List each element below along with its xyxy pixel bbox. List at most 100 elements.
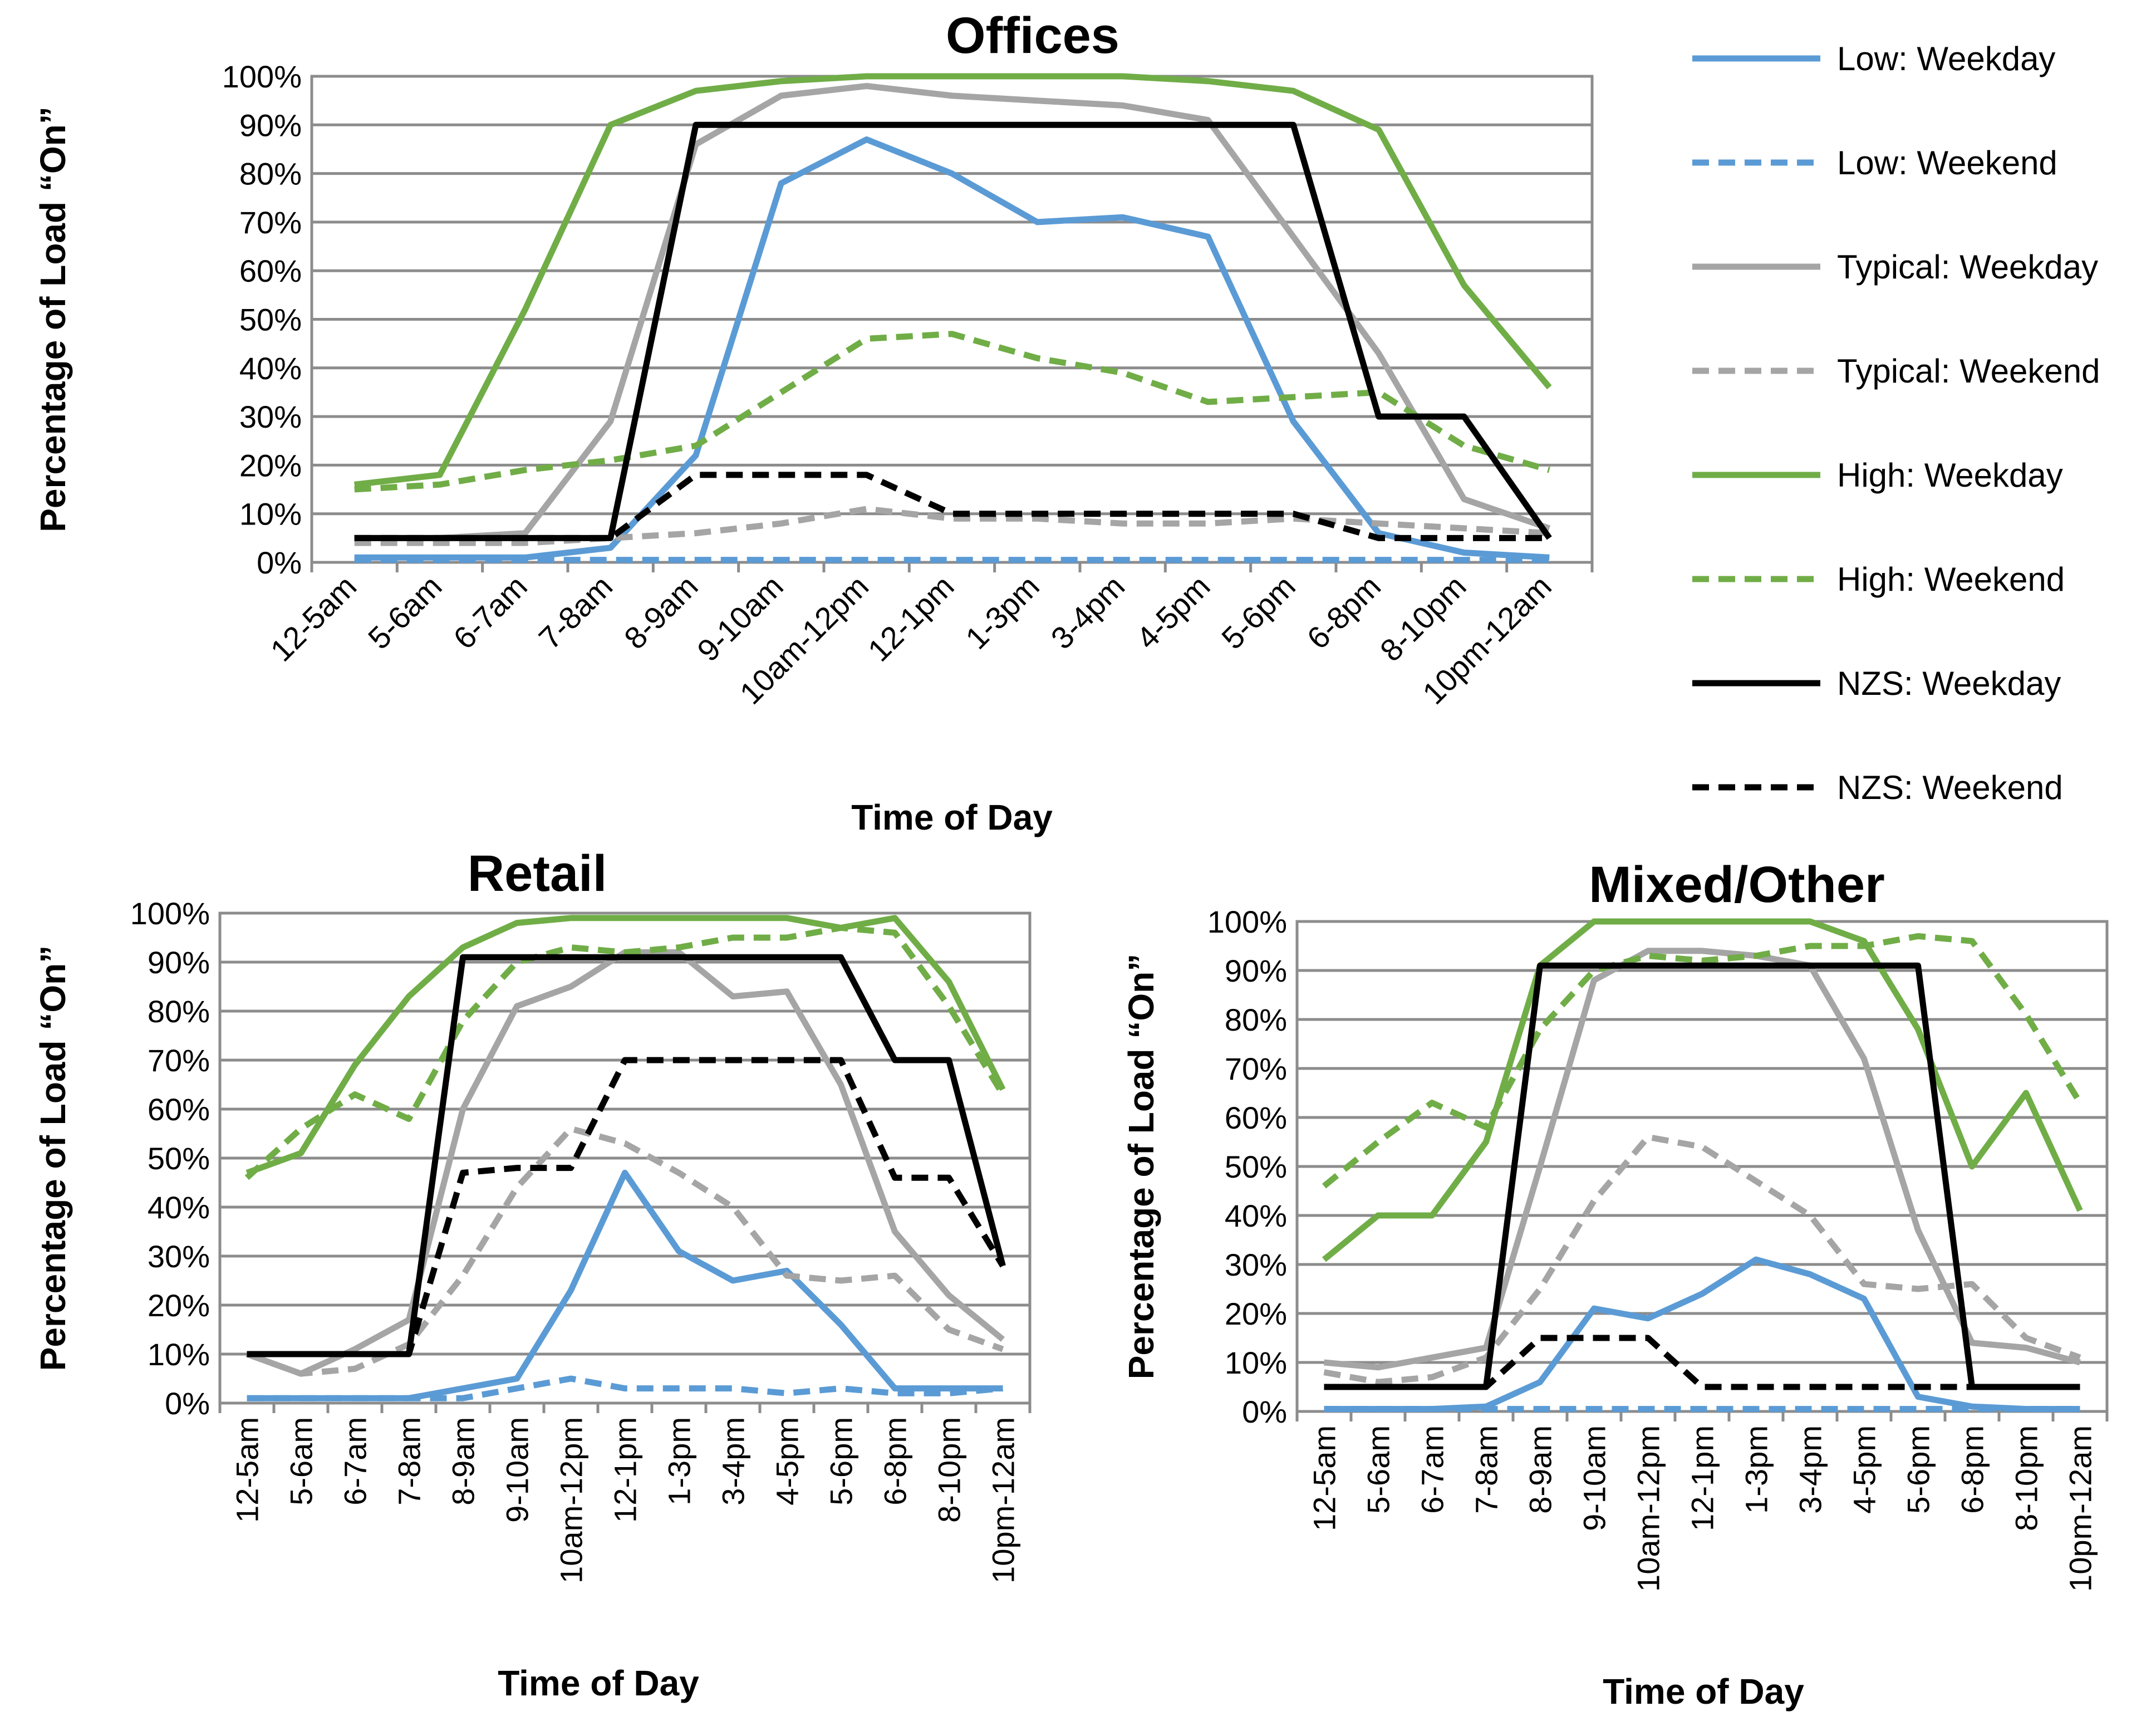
legend-item-high-weekend: High: Weekend (1692, 561, 2065, 598)
x-tick-label: 7-8am (1469, 1425, 1504, 1514)
legend-label: NZS: Weekday (1837, 665, 2061, 702)
x-tick-label: 12-1pm (1685, 1425, 1720, 1531)
legend-item-typical-weekend: Typical: Weekend (1692, 352, 2100, 390)
y-tick-label: 40% (239, 351, 302, 386)
x-tick-label: 4-5pm (1129, 568, 1217, 656)
chart-title: Retail (468, 845, 607, 902)
series-line-nzs-weekend (247, 1057, 1006, 1357)
y-tick-label: 10% (148, 1337, 210, 1372)
series-line-typical-weekday (354, 83, 1551, 541)
y-tick-label: 20% (148, 1288, 210, 1323)
x-tick-label: 6-7am (446, 568, 534, 656)
legend-label: Typical: Weekday (1837, 248, 2098, 286)
retail-chart: 0% 10% 20% 30% 40% 50% 60% 70% 80% 90% 100% 12-5am 5… (33, 845, 1032, 1703)
x-tick-label: 8-9am (1523, 1425, 1558, 1514)
x-tick-label: 10am-12pm (554, 1417, 589, 1583)
plot-frame (218, 911, 1032, 1405)
x-tick-label: 3-4pm (1044, 568, 1131, 656)
legend-item-nzs-weekend: NZS: Weekend (1692, 769, 2063, 806)
series-line-high-weekday (354, 73, 1552, 488)
x-tick-label: 10am-12pm (1631, 1425, 1666, 1592)
y-tick-label: 70% (239, 205, 302, 240)
y-tick-label: 40% (1225, 1198, 1287, 1233)
y-tick-label: 60% (148, 1092, 210, 1127)
x-tick-label: 12-5am (263, 568, 363, 668)
x-tick-label: 9-10am (500, 1417, 535, 1523)
x-tick-label: 6-7am (338, 1417, 373, 1506)
x-tick-label: 6-7am (1415, 1425, 1450, 1514)
y-tick-label: 20% (239, 448, 302, 483)
y-tick-label: 50% (239, 302, 302, 337)
y-tick-label: 70% (1225, 1051, 1287, 1086)
y-tick-label: 20% (1225, 1296, 1287, 1331)
y-axis-label: Percentage of Load “On” (33, 106, 73, 532)
legend-label: Low: Weekday (1837, 40, 2055, 77)
chart-title: Offices (946, 7, 1119, 64)
offices-chart: 0%10%20%30%40%50%60%70%80%90%100%12-5am5… (33, 7, 1594, 837)
x-axis-label: Time of Day (851, 797, 1053, 837)
x-tick-label: 4-5pm (770, 1417, 805, 1506)
x-tick-label: 9-10am (1577, 1425, 1612, 1531)
x-tick-label: 7-8am (392, 1417, 427, 1506)
legend-item-low-weekday: Low: Weekday (1692, 40, 2055, 77)
y-tick-label: 10% (1225, 1345, 1287, 1380)
x-tick-label: 3-4pm (1793, 1425, 1828, 1514)
legend-label: Low: Weekend (1837, 144, 2057, 182)
series-line-nzs-weekday (247, 954, 1006, 1357)
y-tick-label: 90% (148, 945, 210, 980)
x-tick-label: 12-1pm (608, 1417, 643, 1523)
legend: Low: Weekday Low: Weekend Typical: Weekday… (1692, 40, 2100, 806)
series-line-high-weekend (1322, 933, 2083, 1189)
series-line-low-weekday (247, 1169, 1003, 1401)
legend-label: High: Weekend (1837, 561, 2065, 598)
x-tick-label: 1-3pm (1739, 1425, 1774, 1514)
x-tick-label: 8-9am (446, 1417, 481, 1506)
series-line-typical-weekend (1323, 1134, 2081, 1385)
x-tick-label: 1-3pm (662, 1417, 697, 1506)
legend-item-low-weekend: Low: Weekend (1692, 144, 2057, 182)
series-line-high-weekday (245, 915, 1006, 1176)
x-tick-label: 5-6am (1361, 1425, 1396, 1514)
y-tick-label: 30% (148, 1239, 210, 1274)
y-tick-label: 30% (1225, 1247, 1287, 1282)
y-axis-label: Percentage of Load “On” (33, 945, 73, 1371)
series-line-high-weekday (1322, 918, 2083, 1262)
y-tick-label: 100% (222, 59, 302, 94)
y-tick-label: 90% (239, 107, 302, 143)
y-axis-label: Percentage of Load “On” (1121, 954, 1161, 1380)
y-tick-label: 100% (130, 896, 210, 931)
chart-title: Mixed/Other (1589, 856, 1885, 913)
x-tick-label: 5-6pm (824, 1417, 859, 1506)
series-line-typical-weekday (1324, 948, 2081, 1371)
x-tick-label: 6-8pm (878, 1417, 913, 1506)
x-tick-label: 10pm-12am (986, 1417, 1021, 1583)
x-tick-label: 5-6pm (1901, 1425, 1936, 1514)
legend-label: NZS: Weekend (1837, 769, 2063, 806)
series-line-low-weekday (1324, 1256, 2080, 1413)
series-line-typical-weekend (354, 506, 1550, 546)
y-tick-label: 80% (1225, 1002, 1287, 1037)
y-tick-label: 50% (148, 1141, 210, 1176)
y-tick-label: 30% (239, 399, 302, 434)
y-tick-label: 40% (148, 1190, 210, 1225)
series-line-typical-weekend (245, 1125, 1004, 1377)
y-tick-label: 50% (1225, 1149, 1287, 1184)
x-axis-label: Time of Day (498, 1663, 699, 1703)
series-line-nzs-weekend (354, 472, 1550, 541)
series-line-low-weekend (247, 1375, 1003, 1401)
series-line-low-weekday (354, 136, 1550, 561)
x-axis-label: Time of Day (1603, 1671, 1804, 1712)
x-tick-label: 12-1pm (861, 568, 961, 668)
x-tick-label: 4-5pm (1847, 1425, 1882, 1514)
y-tick-label: 0% (165, 1386, 210, 1421)
y-tick-label: 70% (148, 1043, 210, 1078)
x-tick-label: 12-5am (230, 1417, 265, 1523)
y-tick-label: 100% (1207, 904, 1287, 939)
legend-item-typical-weekday: Typical: Weekday (1692, 248, 2098, 286)
x-tick-label: 7-8am (532, 568, 619, 656)
x-tick-label: 5-6am (284, 1417, 319, 1506)
x-tick-label: 8-10pm (2009, 1425, 2044, 1531)
y-tick-label: 0% (257, 545, 302, 580)
x-tick-label: 3-4pm (716, 1417, 751, 1506)
